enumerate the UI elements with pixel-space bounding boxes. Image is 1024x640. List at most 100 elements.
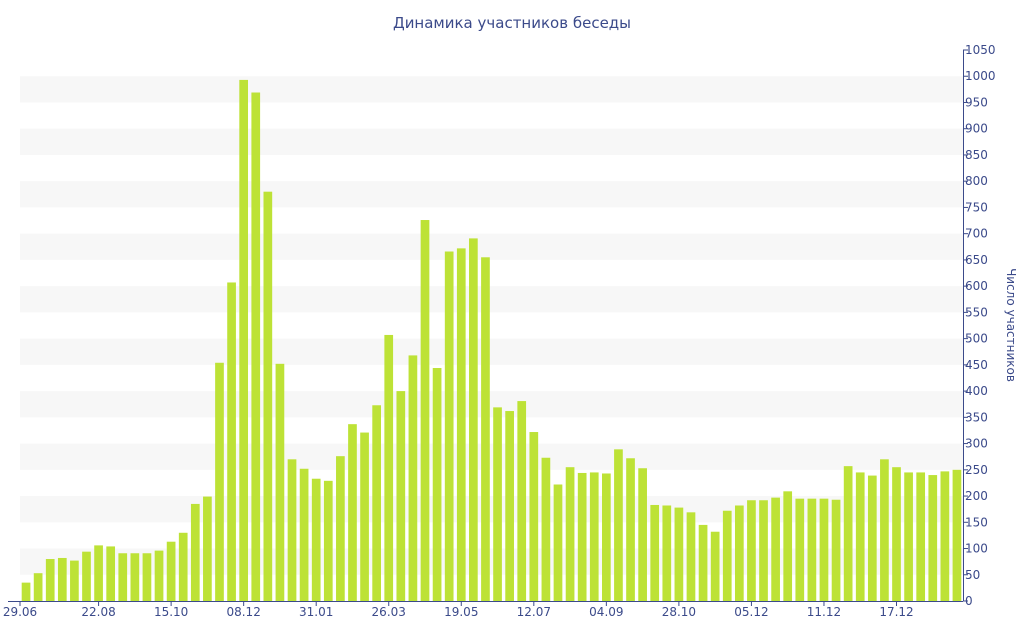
bar-45 [565, 467, 575, 601]
bar-69 [855, 472, 865, 601]
bar-76 [940, 471, 950, 601]
y-tick-label: 150 [965, 515, 988, 529]
y-tick-label: 350 [965, 410, 988, 424]
bar-21 [275, 363, 285, 601]
bar-37 [469, 238, 478, 601]
bar-4 [70, 560, 79, 601]
grid-band-1 [20, 496, 963, 523]
bar-42 [529, 432, 539, 601]
chart-title: Динамика участников беседы [393, 14, 631, 32]
y-tick-label: 100 [965, 542, 988, 556]
x-tick-label: 15.10 [154, 605, 188, 619]
bars [21, 79, 962, 602]
x-tick-label: 04.09 [589, 605, 623, 619]
grid-band-2 [20, 443, 963, 470]
bar-33 [420, 220, 430, 601]
bar-59 [734, 505, 744, 601]
grid-bands [20, 76, 963, 575]
x-tick-label: 08.12 [226, 605, 260, 619]
grid-band-6 [20, 233, 963, 260]
bar-26 [336, 456, 345, 601]
bar-5 [82, 551, 91, 601]
x-tick-label: 05.12 [734, 605, 768, 619]
x-tick-label: 26.03 [372, 605, 406, 619]
bar-55 [686, 512, 696, 601]
bar-56 [698, 524, 708, 601]
y-tick-label: 200 [965, 489, 988, 503]
y-tick-label: 500 [965, 332, 988, 346]
bar-39 [493, 407, 502, 601]
bar-64 [795, 498, 805, 601]
bar-9 [130, 553, 140, 601]
bar-44 [553, 484, 563, 601]
bar-19 [251, 92, 261, 601]
bar-32 [408, 355, 418, 601]
bar-52 [650, 504, 660, 601]
y-tick-label: 400 [965, 384, 988, 398]
bar-3 [57, 557, 67, 601]
bar-0 [21, 582, 31, 601]
y-axis-label: Число участников [1004, 268, 1018, 382]
bar-73 [904, 472, 913, 601]
y-tick-label: 300 [965, 437, 988, 451]
y-tick-label: 1000 [965, 69, 996, 83]
bar-24 [311, 478, 321, 601]
bar-53 [662, 505, 672, 601]
grid-band-5 [20, 286, 963, 313]
bar-67 [831, 499, 841, 601]
bar-34 [432, 368, 442, 601]
bar-68 [843, 466, 853, 601]
y-tick-label: 800 [965, 174, 988, 188]
grid-band-8 [20, 128, 963, 155]
bar-6 [94, 545, 103, 601]
bar-28 [360, 432, 369, 601]
bar-75 [928, 475, 938, 601]
bar-13 [178, 532, 188, 601]
bar-71 [880, 459, 889, 601]
y-tick-label: 50 [965, 568, 980, 582]
bar-49 [614, 449, 623, 601]
bar-43 [541, 457, 551, 601]
bar-22 [287, 459, 297, 601]
bar-27 [348, 424, 357, 601]
bar-38 [481, 257, 490, 601]
bar-8 [118, 553, 128, 601]
y-tick-label: 950 [965, 95, 988, 109]
y-tick-label: 550 [965, 305, 988, 319]
bar-20 [263, 191, 273, 601]
bar-10 [142, 553, 152, 601]
bar-47 [589, 472, 599, 601]
y-tick-label: 0 [965, 594, 973, 608]
bar-48 [602, 473, 611, 601]
y-tick-label: 650 [965, 253, 988, 267]
bar-17 [227, 282, 236, 601]
bar-1 [33, 573, 43, 601]
y-tick-label: 600 [965, 279, 988, 293]
bar-58 [722, 510, 732, 601]
x-tick-label: 28.10 [662, 605, 696, 619]
bar-12 [166, 541, 176, 601]
x-tick-label: 19.05 [444, 605, 478, 619]
x-tick-label: 31.01 [299, 605, 333, 619]
bar-18 [239, 79, 249, 601]
bar-77 [952, 469, 962, 601]
bar-66 [819, 498, 829, 601]
bar-51 [638, 468, 647, 601]
bar-23 [299, 468, 309, 601]
y-tick-label: 850 [965, 148, 988, 162]
x-tick-label: 29.06 [3, 605, 37, 619]
axes: 0 50 100 150 200 250 300 350 400 450 500 550 600 650 7… [3, 43, 996, 619]
bar-25 [323, 480, 333, 601]
y-tick-label: 1050 [965, 43, 996, 57]
bar-2 [45, 559, 55, 601]
bar-35 [444, 251, 454, 601]
bar-60 [747, 500, 756, 601]
bar-63 [783, 491, 793, 601]
bar-31 [396, 391, 406, 601]
bar-70 [867, 475, 877, 601]
bar-65 [807, 498, 817, 601]
grid-band-0 [20, 548, 963, 575]
y-tick-label: 700 [965, 227, 988, 241]
